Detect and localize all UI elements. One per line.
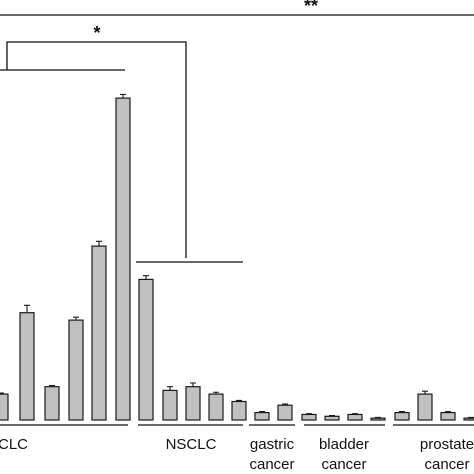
group-label-gastric-cancer-line-1: gastric: [250, 436, 295, 453]
bar-prostate-cancer-3: [440, 412, 456, 421]
error-bar-bladder-cancer-3: [352, 413, 358, 415]
error-bar-nsclc-3: [190, 382, 196, 387]
significance-brackets: ** *: [0, 0, 474, 263]
significance-label-double: **: [304, 0, 318, 16]
bar-sclc-2: [19, 312, 35, 421]
bar-bladder-cancer-3: [347, 413, 363, 421]
error-bar-prostate-cancer-2: [422, 390, 428, 395]
error-bar-sclc-3: [49, 385, 55, 387]
error-bar-nsclc-4: [213, 391, 219, 395]
group-label-gastric-cancer-line-2: cancer: [249, 456, 294, 473]
group-label-sclc: SCLC: [0, 436, 28, 453]
bar-prostate-cancer-1: [394, 412, 410, 421]
bar-gastric-cancer-1: [254, 412, 270, 421]
error-bar-sclc-4: [73, 316, 79, 321]
error-bar-sclc-2: [24, 304, 30, 313]
bar-sclc-5: [91, 245, 107, 421]
group-labels: SCLC NSCLC gastric cancer bladder cancer prost…: [0, 436, 474, 473]
bar-nsclc-5: [231, 400, 247, 421]
bar-prostate-cancer-2: [417, 393, 433, 421]
error-bar-gastric-cancer-2: [282, 403, 288, 406]
error-bar-prostate-cancer-4: [468, 416, 474, 419]
bar-sclc-3: [44, 386, 60, 421]
error-bar-nsclc-2: [167, 386, 173, 391]
error-bar-bladder-cancer-1: [306, 413, 312, 415]
group-label-nsclc: NSCLC: [166, 436, 217, 453]
bar-sclc-6: [115, 97, 131, 421]
group-label-bladder-cancer-line-2: cancer: [321, 456, 366, 473]
bar-bladder-cancer-4: [370, 417, 386, 421]
error-bar-nsclc-1: [143, 275, 149, 280]
bar-gastric-cancer-2: [277, 404, 293, 421]
error-bar-nsclc-5: [236, 399, 242, 402]
error-bar-sclc-1: [0, 392, 4, 395]
bar-nsclc-4: [208, 393, 224, 421]
bar-bladder-cancer-1: [301, 413, 317, 421]
bar-bladder-cancer-2: [324, 415, 340, 421]
group-label-prostate-cancer-line-1: prostate: [420, 436, 474, 453]
bar-nsclc-3: [185, 386, 201, 421]
bar-sclc-4: [68, 319, 84, 421]
error-bar-prostate-cancer-3: [445, 410, 451, 413]
group-label-bladder-cancer-line-1: bladder: [319, 436, 369, 453]
group-label-prostate-cancer-line-2: cancer: [424, 456, 469, 473]
error-bar-gastric-cancer-1: [259, 410, 265, 413]
error-bar-bladder-cancer-2: [329, 415, 335, 417]
bars-layer: [0, 93, 474, 421]
significance-label-single: *: [93, 23, 100, 43]
error-bar-bladder-cancer-4: [375, 416, 381, 419]
error-bar-sclc-6: [120, 93, 126, 99]
significance-bracket-single: [6, 41, 187, 258]
error-bar-prostate-cancer-1: [399, 410, 405, 413]
bar-prostate-cancer-4: [463, 417, 474, 421]
bar-nsclc-1: [138, 278, 154, 421]
bar-sclc-1: [0, 393, 9, 421]
error-bar-sclc-5: [96, 240, 102, 247]
bar-nsclc-2: [162, 389, 178, 421]
